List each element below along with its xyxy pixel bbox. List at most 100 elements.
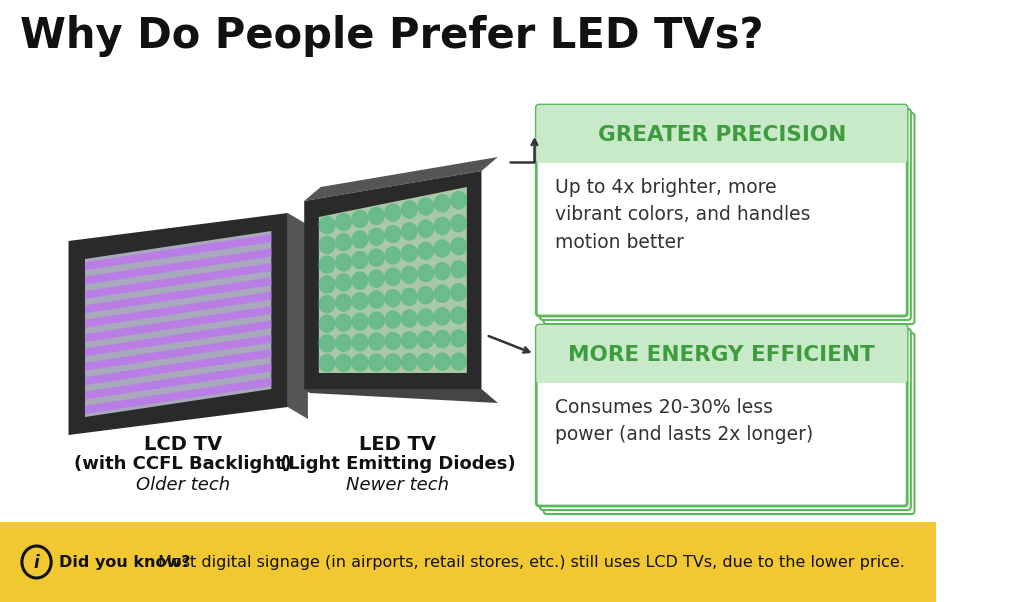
Circle shape <box>385 268 400 285</box>
Circle shape <box>352 211 368 228</box>
Circle shape <box>401 353 417 371</box>
Polygon shape <box>85 378 271 414</box>
Circle shape <box>336 314 351 331</box>
Circle shape <box>451 353 466 370</box>
FancyBboxPatch shape <box>544 333 914 514</box>
Text: Up to 4x brighter, more
vibrant colors, and handles
motion better: Up to 4x brighter, more vibrant colors, … <box>555 178 811 252</box>
FancyBboxPatch shape <box>537 325 907 506</box>
Polygon shape <box>288 213 308 419</box>
Circle shape <box>336 234 351 250</box>
Polygon shape <box>85 306 271 342</box>
Circle shape <box>369 312 384 329</box>
Polygon shape <box>304 157 498 201</box>
Circle shape <box>418 264 433 282</box>
Circle shape <box>418 287 433 304</box>
Text: (Light Emitting Diodes): (Light Emitting Diodes) <box>280 455 515 473</box>
Circle shape <box>336 355 351 371</box>
Polygon shape <box>85 349 271 385</box>
Circle shape <box>434 262 450 280</box>
Circle shape <box>352 252 368 268</box>
Text: GREATER PRECISION: GREATER PRECISION <box>598 125 846 145</box>
Polygon shape <box>318 187 467 373</box>
Text: i: i <box>34 554 39 572</box>
Circle shape <box>451 215 466 232</box>
Circle shape <box>434 240 450 257</box>
Circle shape <box>385 332 400 349</box>
Text: (with CCFL Backlight): (with CCFL Backlight) <box>74 455 292 473</box>
Circle shape <box>434 308 450 325</box>
Circle shape <box>369 354 384 371</box>
Circle shape <box>451 307 466 324</box>
Circle shape <box>369 228 384 245</box>
Polygon shape <box>85 231 271 417</box>
Circle shape <box>401 310 417 327</box>
Circle shape <box>336 254 351 271</box>
Polygon shape <box>85 278 271 313</box>
Circle shape <box>319 335 335 352</box>
Circle shape <box>385 204 400 221</box>
Circle shape <box>369 333 384 350</box>
Text: LCD TV: LCD TV <box>143 435 222 454</box>
Circle shape <box>434 330 450 347</box>
Circle shape <box>319 217 335 234</box>
Circle shape <box>319 355 335 371</box>
Circle shape <box>385 354 400 371</box>
Circle shape <box>385 247 400 264</box>
Circle shape <box>369 249 384 266</box>
Polygon shape <box>69 213 288 435</box>
Circle shape <box>319 237 335 253</box>
Text: Consumes 20-30% less
power (and lasts 2x longer): Consumes 20-30% less power (and lasts 2x… <box>555 398 814 444</box>
Circle shape <box>336 334 351 352</box>
Circle shape <box>352 231 368 248</box>
Circle shape <box>418 353 433 370</box>
Circle shape <box>418 309 433 326</box>
Circle shape <box>336 214 351 231</box>
Circle shape <box>451 330 466 347</box>
Circle shape <box>451 284 466 301</box>
Circle shape <box>385 311 400 328</box>
Polygon shape <box>85 320 271 356</box>
Circle shape <box>352 272 368 289</box>
Circle shape <box>369 270 384 287</box>
Polygon shape <box>85 234 271 270</box>
Circle shape <box>451 261 466 278</box>
Circle shape <box>401 244 417 262</box>
Circle shape <box>352 313 368 330</box>
Text: Why Do People Prefer LED TVs?: Why Do People Prefer LED TVs? <box>20 15 764 57</box>
Text: Most digital signage (in airports, retail stores, etc.) still uses LCD TVs, due : Most digital signage (in airports, retai… <box>154 554 905 569</box>
FancyBboxPatch shape <box>540 109 911 320</box>
FancyBboxPatch shape <box>537 105 907 163</box>
Circle shape <box>319 296 335 312</box>
Circle shape <box>336 294 351 311</box>
Circle shape <box>352 293 368 309</box>
Polygon shape <box>85 364 271 400</box>
Text: Did you know?: Did you know? <box>59 554 190 569</box>
Polygon shape <box>85 291 271 327</box>
Polygon shape <box>85 335 271 371</box>
Circle shape <box>434 285 450 302</box>
Circle shape <box>451 238 466 255</box>
Circle shape <box>352 334 368 351</box>
Circle shape <box>385 226 400 243</box>
Circle shape <box>401 288 417 305</box>
Circle shape <box>385 290 400 306</box>
Circle shape <box>418 243 433 259</box>
Polygon shape <box>304 171 481 389</box>
FancyBboxPatch shape <box>537 105 907 316</box>
FancyBboxPatch shape <box>537 325 907 383</box>
Circle shape <box>369 291 384 308</box>
Text: LED TV: LED TV <box>359 435 436 454</box>
Text: Newer tech: Newer tech <box>346 476 449 494</box>
Circle shape <box>451 191 466 209</box>
Circle shape <box>418 198 433 215</box>
Circle shape <box>336 274 351 291</box>
Circle shape <box>319 276 335 293</box>
Circle shape <box>401 267 417 284</box>
Circle shape <box>401 332 417 349</box>
Text: Older tech: Older tech <box>135 476 229 494</box>
Circle shape <box>434 353 450 370</box>
Circle shape <box>401 201 417 218</box>
Text: MORE ENERGY EFFICIENT: MORE ENERGY EFFICIENT <box>568 345 876 365</box>
Circle shape <box>319 256 335 273</box>
FancyBboxPatch shape <box>544 113 914 324</box>
